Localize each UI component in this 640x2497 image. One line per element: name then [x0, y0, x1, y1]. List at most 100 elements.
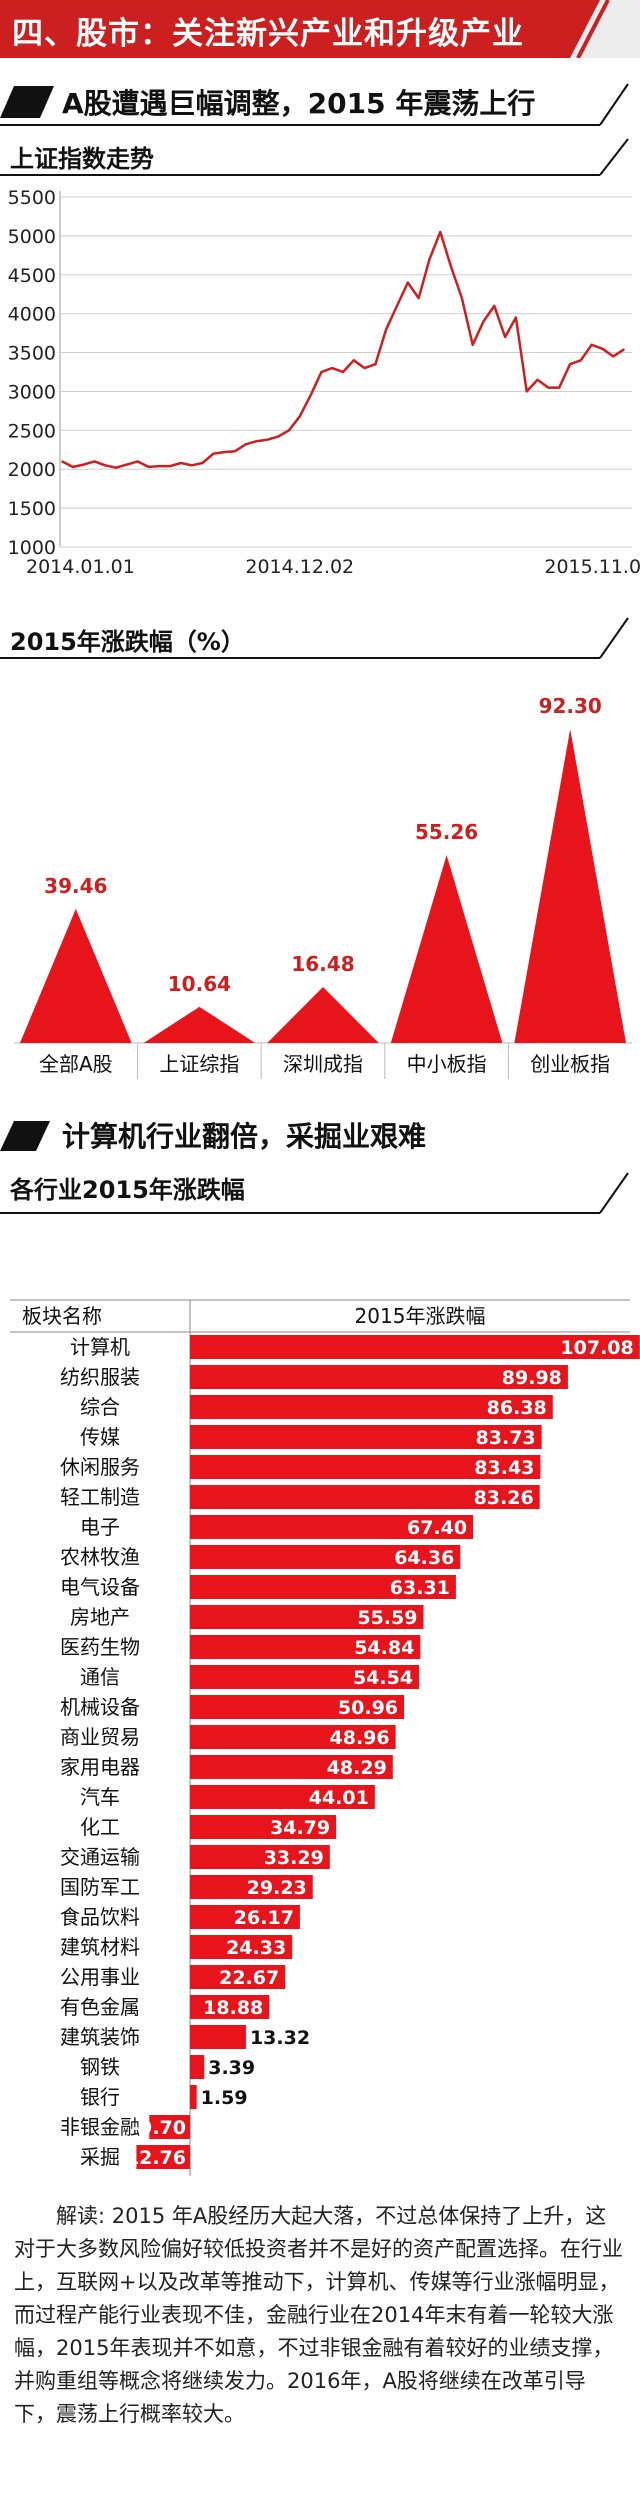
- x-tick-label: 2014.12.02: [245, 556, 354, 578]
- industry-value-label: 22.67: [219, 1967, 279, 1989]
- section1-marker: [0, 86, 54, 118]
- industry-bar: [190, 1725, 396, 1749]
- data-point: [234, 450, 236, 453]
- industry-bar: [190, 1965, 286, 1989]
- line-chart-block: 上证指数走势 1000 1500 2000 2500 3000 3500 4000 4500 5…: [0, 135, 640, 605]
- category-label: 中小板指: [407, 1052, 487, 1076]
- data-point: [525, 390, 528, 393]
- industry-bar: [190, 1335, 640, 1359]
- industry-bar: [190, 1845, 330, 1869]
- data-point: [374, 363, 377, 366]
- industry-bar: [190, 1815, 337, 1839]
- data-point: [169, 465, 171, 467]
- data-point: [439, 231, 442, 233]
- data-point: [471, 343, 474, 346]
- data-point: [536, 378, 539, 381]
- banner-title: 四、股市：关注新兴产业和升级产业: [12, 16, 524, 52]
- industry-value-label: 83.73: [476, 1427, 536, 1449]
- industry-bar: [190, 1785, 375, 1809]
- industry-value-label: 63.31: [390, 1577, 450, 1599]
- industry-label: 纺织服装: [60, 1365, 140, 1389]
- industry-value-label: 33.29: [264, 1847, 324, 1869]
- data-point: [331, 367, 333, 369]
- data-point: [590, 343, 593, 346]
- banner: 四、股市：关注新兴产业和升级产业: [0, 0, 640, 58]
- industry-value-label: 26.17: [234, 1907, 294, 1929]
- industry-bar: [190, 1455, 541, 1479]
- y-tick-label: 4500: [8, 265, 56, 287]
- industry-value-label: 67.40: [407, 1517, 467, 1539]
- industry-bar: [190, 1485, 540, 1509]
- industry-bar: [190, 1395, 553, 1419]
- industry-value-label: 64.36: [394, 1547, 454, 1569]
- bar-triangle: [20, 908, 132, 1043]
- analysis-paragraph: 解读: 2015 年A股经历大起大落，不过总体保持了上升，这对于大多数风险偏好较…: [14, 2204, 623, 2426]
- industry-label: 汽车: [80, 1785, 120, 1809]
- banner-accent-line: [576, 0, 610, 58]
- industry-bar: [190, 1515, 474, 1539]
- industry-label: 交通运输: [60, 1845, 140, 1869]
- section1-header: A股遭遇巨幅调整，2015 年震荡上行: [0, 70, 640, 130]
- industry-label: 食品饮料: [60, 1905, 140, 1929]
- industry-bar: [190, 1995, 270, 2019]
- industry-label: 休闲服务: [60, 1455, 140, 1479]
- industry-bar: [190, 1605, 424, 1629]
- industry-label: 通信: [80, 1665, 120, 1689]
- data-point: [547, 386, 550, 389]
- line-chart-title: 上证指数走势: [10, 145, 154, 173]
- data-point: [385, 328, 388, 331]
- industry-value-label: 24.33: [226, 1937, 286, 1959]
- data-point: [396, 305, 398, 307]
- industry-label: 传媒: [80, 1425, 120, 1449]
- industry-bar: [190, 1665, 420, 1689]
- industry-bar: [190, 2055, 205, 2079]
- data-point: [569, 363, 571, 366]
- industry-bar: [190, 1635, 421, 1659]
- data-point: [180, 462, 182, 464]
- data-point: [277, 435, 279, 438]
- industry-value-label: 18.88: [203, 1997, 263, 2019]
- industry-value-label: 34.79: [270, 1817, 330, 1839]
- industry-label: 轻工制造: [60, 1485, 140, 1509]
- bar-chart-title: 2015年涨跌幅（%）: [10, 628, 245, 656]
- category-label: 上证综指: [159, 1052, 239, 1076]
- industry-label: 房地产: [70, 1605, 130, 1629]
- y-tick-label: 5500: [8, 187, 56, 209]
- data-point: [407, 281, 409, 284]
- industry-bar: [190, 1545, 461, 1569]
- section2-decoration: [0, 1121, 629, 1214]
- industry-value-label: -9.70: [131, 2117, 186, 2139]
- x-tick-label: 2014.01.01: [26, 556, 135, 578]
- industry-bar: [190, 2085, 197, 2109]
- industry-value-label: 44.01: [309, 1787, 369, 1809]
- section2-marker: [0, 1121, 50, 1151]
- data-point: [482, 320, 485, 323]
- category-label: 深圳成指: [283, 1052, 363, 1076]
- bar-triangle: [514, 729, 626, 1043]
- value-label: 92.30: [539, 694, 602, 718]
- data-point: [61, 460, 63, 463]
- data-point: [288, 429, 290, 432]
- data-point: [158, 465, 161, 467]
- industry-bar: [190, 1905, 300, 1929]
- data-point: [212, 452, 215, 455]
- y-tick-label: 3500: [8, 343, 56, 365]
- industry-bar: [190, 2025, 246, 2049]
- y-tick-label: 1000: [8, 537, 56, 559]
- data-point: [601, 347, 604, 350]
- data-point: [72, 466, 74, 468]
- industry-label: 医药生物: [60, 1635, 140, 1659]
- data-point: [450, 266, 452, 268]
- industry-value-label: 55.59: [357, 1607, 417, 1629]
- data-point: [353, 359, 355, 362]
- industry-value-label: 83.26: [474, 1487, 534, 1509]
- data-point: [190, 464, 193, 467]
- data-point: [255, 440, 258, 443]
- y-tick-label: 1500: [8, 498, 56, 520]
- value-label: 55.26: [415, 820, 478, 844]
- industry-value-label: 89.98: [502, 1367, 562, 1389]
- data-point: [309, 394, 312, 397]
- industry-chart-title: 各行业2015年涨跌幅: [10, 1176, 245, 1204]
- data-point: [579, 359, 582, 362]
